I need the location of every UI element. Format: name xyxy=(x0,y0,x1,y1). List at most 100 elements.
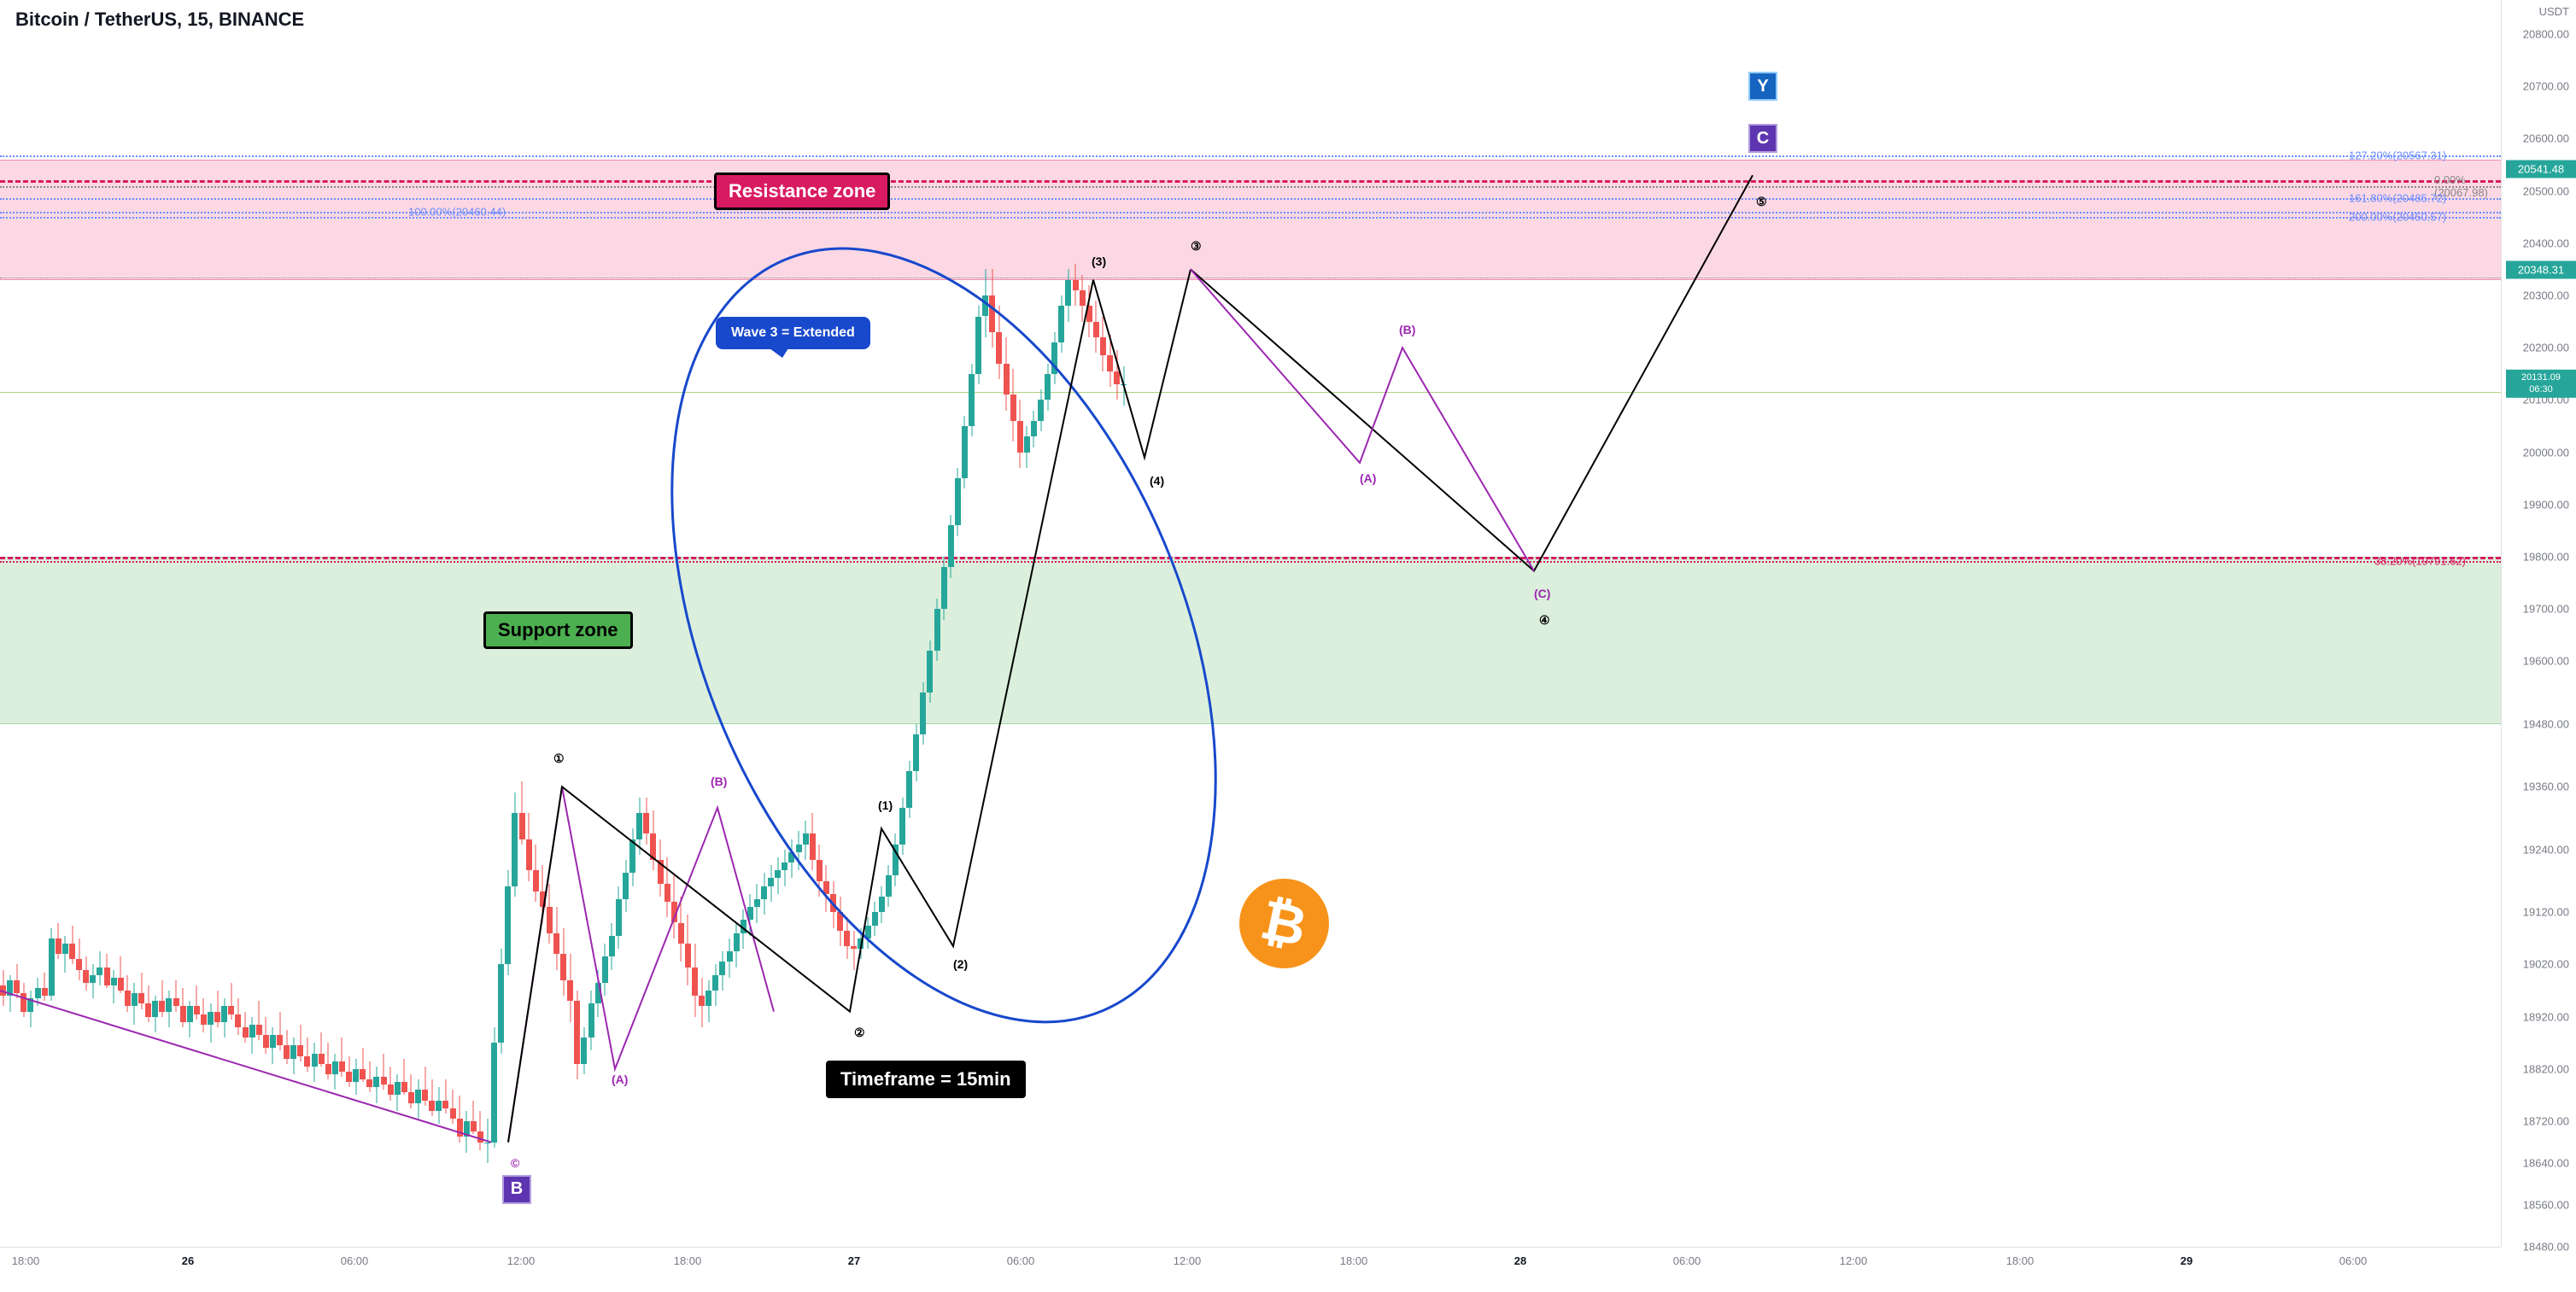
candle xyxy=(1010,369,1016,442)
price-tick: 18720.00 xyxy=(2523,1115,2569,1128)
candle xyxy=(152,996,158,1032)
candle xyxy=(1017,400,1023,468)
candle xyxy=(138,973,144,1009)
price-tick: 20300.00 xyxy=(2523,289,2569,302)
time-tick: 06:00 xyxy=(341,1254,369,1267)
candle xyxy=(879,886,885,923)
wave-count-label: (A) xyxy=(612,1073,628,1086)
time-tick: 28 xyxy=(1514,1254,1526,1267)
time-tick: 06:00 xyxy=(1673,1254,1701,1267)
wave-count-label: (4) xyxy=(1150,474,1164,488)
price-tick: 18820.00 xyxy=(2523,1062,2569,1075)
candle xyxy=(754,884,760,923)
price-indicator-tag: 20131.0906:30 xyxy=(2506,370,2576,397)
candle xyxy=(388,1067,394,1101)
candle xyxy=(519,781,525,844)
candle xyxy=(353,1059,359,1096)
candle xyxy=(727,938,733,978)
time-tick: 26 xyxy=(182,1254,194,1267)
price-tick: 19020.00 xyxy=(2523,958,2569,971)
wave-count-label: (1) xyxy=(878,798,893,812)
candle xyxy=(803,821,809,860)
candle xyxy=(415,1079,421,1119)
fib-line xyxy=(0,186,2501,188)
candle xyxy=(173,980,179,1012)
candle xyxy=(395,1074,401,1111)
price-axis[interactable]: USDT 20800.0020700.0020600.0020500.00204… xyxy=(2501,0,2576,1247)
candle xyxy=(768,865,774,902)
candle xyxy=(214,991,220,1027)
candle xyxy=(221,998,227,1038)
candle xyxy=(741,909,746,949)
candle xyxy=(643,798,649,845)
candle xyxy=(851,931,857,970)
wave-count-label: (B) xyxy=(711,775,727,788)
candle xyxy=(1114,350,1120,400)
candle xyxy=(194,985,200,1020)
candle xyxy=(76,938,82,980)
candle xyxy=(865,917,871,949)
candle xyxy=(623,860,629,912)
candle xyxy=(187,1001,193,1038)
chart-area[interactable]: Bitcoin / TetherUS, 15, BINANCE 100.00%(… xyxy=(0,0,2501,1247)
candle xyxy=(609,923,615,970)
candle xyxy=(346,1056,352,1088)
candle xyxy=(1100,317,1106,371)
candle xyxy=(7,975,13,1012)
candle xyxy=(442,1079,448,1114)
time-axis[interactable]: 18:002606:0012:0018:002706:0012:0018:002… xyxy=(0,1247,2501,1292)
time-tick: 18:00 xyxy=(2006,1254,2034,1267)
support-zone xyxy=(0,557,2501,724)
candle xyxy=(366,1061,372,1093)
candle xyxy=(1073,264,1079,306)
fib-line xyxy=(0,198,2501,200)
candle xyxy=(658,839,664,897)
candle xyxy=(899,798,905,855)
candle xyxy=(14,964,20,998)
candle xyxy=(1051,332,1057,384)
wave-count-label: ⑤ xyxy=(1756,195,1767,209)
resistance-label: Resistance zone xyxy=(714,172,890,210)
candle xyxy=(498,949,504,1053)
candle xyxy=(636,798,642,855)
candle xyxy=(1045,364,1051,411)
price-tick: 19240.00 xyxy=(2523,843,2569,856)
wave-count-label: ① xyxy=(553,751,565,766)
wave-marker-Y: Y xyxy=(1748,72,1777,101)
candle xyxy=(464,1111,470,1153)
candle xyxy=(49,928,55,1002)
candle xyxy=(934,599,940,661)
fib-label: 127.20%(20567.31) xyxy=(2349,149,2446,162)
candle xyxy=(243,1012,249,1044)
wave-count-label: (B) xyxy=(1399,323,1415,336)
candle xyxy=(533,845,539,902)
candle xyxy=(685,915,691,985)
wave3-speech-bubble: Wave 3 = Extended xyxy=(716,317,870,349)
candle xyxy=(284,1030,290,1064)
price-tick: 19120.00 xyxy=(2523,906,2569,919)
bitcoin-logo-icon: ₿ xyxy=(1239,879,1329,968)
candle xyxy=(1038,389,1044,431)
price-tick: 19600.00 xyxy=(2523,655,2569,668)
candle xyxy=(1107,335,1113,387)
candle xyxy=(145,985,151,1022)
price-tick: 20000.00 xyxy=(2523,446,2569,459)
wave-count-label: (2) xyxy=(953,957,968,971)
candle xyxy=(484,1119,490,1163)
fib-line xyxy=(0,155,2501,157)
price-tick: 20500.00 xyxy=(2523,184,2569,197)
candle xyxy=(83,956,89,991)
candle xyxy=(401,1059,407,1096)
candle xyxy=(581,1027,587,1074)
fib-label: 161.80%(20485.72) xyxy=(2349,192,2446,205)
candle xyxy=(319,1032,325,1067)
candle xyxy=(664,857,670,917)
key-level-line xyxy=(0,180,2501,183)
candle xyxy=(408,1074,414,1108)
candle xyxy=(906,761,912,818)
candle xyxy=(996,306,1002,379)
candle xyxy=(678,897,684,962)
candle xyxy=(1065,269,1071,321)
fib-line xyxy=(0,561,2501,563)
candle xyxy=(574,991,580,1079)
